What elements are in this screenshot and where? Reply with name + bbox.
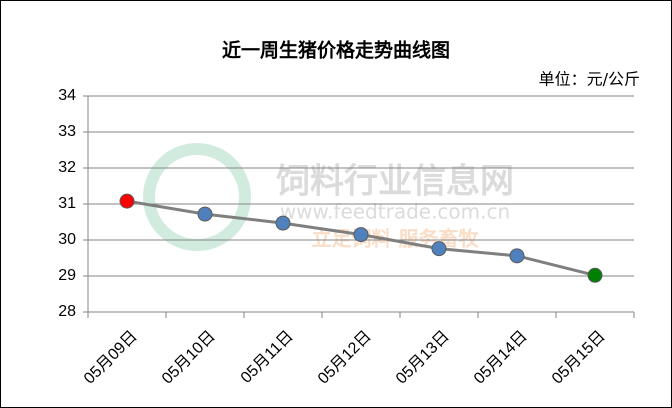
- chart-title: 近一周生猪价格走势曲线图: [222, 39, 450, 62]
- watermark-logo: [143, 143, 251, 251]
- data-point: [197, 206, 213, 222]
- unit-label: 单位：元/公斤: [539, 70, 640, 89]
- data-point: [509, 248, 525, 264]
- y-tick-label: 30: [58, 231, 76, 248]
- data-point: [353, 227, 369, 243]
- watermark-url: www.feedtrade.com.cn: [280, 200, 510, 224]
- data-point: [275, 215, 291, 231]
- y-tick-label: 29: [58, 267, 76, 284]
- data-point: [431, 241, 447, 257]
- y-tick-label: 28: [58, 303, 76, 320]
- watermark: 饲料行业信息网 www.feedtrade.com.cn 立足饲料 服务畜牧: [143, 143, 514, 251]
- y-tick-label: 32: [58, 159, 76, 176]
- data-point: [119, 193, 135, 209]
- data-point: [587, 267, 603, 283]
- y-tick-label: 31: [58, 195, 76, 212]
- y-tick-label: 33: [58, 123, 76, 140]
- y-tick-label: 34: [58, 87, 76, 104]
